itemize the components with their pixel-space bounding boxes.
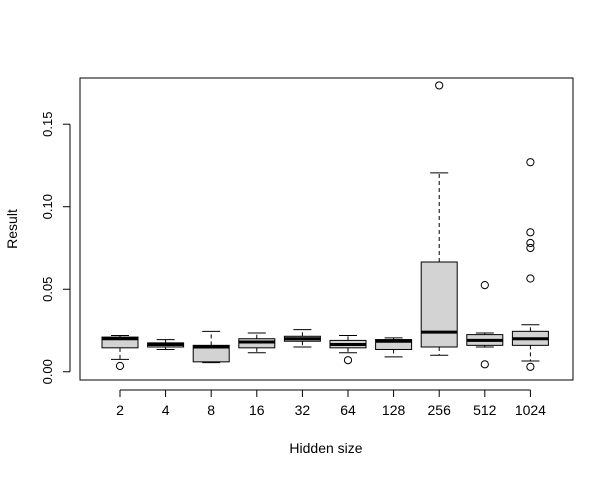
box-group-512 <box>466 281 504 369</box>
x-tick-label: 256 <box>428 402 452 418</box>
outlier-point <box>526 228 535 237</box>
x-axis: 2 4 8 16 32 64 128 256 512 1024 <box>116 389 546 418</box>
box-iqr <box>420 261 458 348</box>
x-tick-label: 2 <box>116 402 124 418</box>
y-axis-label: Result <box>4 209 20 249</box>
box-iqr <box>192 344 230 363</box>
x-tick-label: 1024 <box>515 402 546 418</box>
x-tick-label: 512 <box>473 402 497 418</box>
outlier-point <box>526 243 535 253</box>
outlier-point <box>480 281 489 290</box>
box-group-16 <box>238 332 276 354</box>
y-axis: 0.00 0.05 0.10 0.15 <box>40 112 71 384</box>
box-group-256 <box>420 81 458 356</box>
box-group-4 <box>147 339 185 350</box>
outlier-point <box>526 238 535 248</box>
boxes-layer <box>101 81 549 371</box>
y-tick-label: 0.15 <box>40 112 55 137</box>
outlier-point <box>115 361 125 371</box>
y-tick-label: 0.10 <box>40 194 55 219</box>
x-tick-label: 64 <box>340 402 356 418</box>
x-tick-label: 16 <box>249 402 265 418</box>
box-iqr <box>375 339 413 350</box>
outlier-point <box>435 81 444 90</box>
x-axis-label: Hidden size <box>289 440 362 456</box>
box-group-1024 <box>511 158 549 371</box>
outlier-point <box>526 274 535 283</box>
y-tick-label: 0.05 <box>40 277 55 302</box>
box-group-64 <box>329 334 367 365</box>
outlier-point <box>526 362 535 371</box>
box-group-8 <box>192 330 230 364</box>
outlier-point <box>526 158 535 167</box>
box-group-2 <box>101 334 139 371</box>
outlier-point <box>480 360 489 369</box>
box-group-128 <box>375 337 413 358</box>
box-iqr <box>101 336 139 349</box>
x-tick-label: 4 <box>162 402 170 418</box>
plot-frame <box>79 77 574 381</box>
box-group-32 <box>283 329 321 348</box>
y-tick-label: 0.00 <box>40 359 55 384</box>
x-tick-label: 128 <box>382 402 406 418</box>
x-tick-label: 8 <box>207 402 215 418</box>
outlier-point <box>343 356 353 365</box>
x-tick-label: 32 <box>295 402 311 418</box>
